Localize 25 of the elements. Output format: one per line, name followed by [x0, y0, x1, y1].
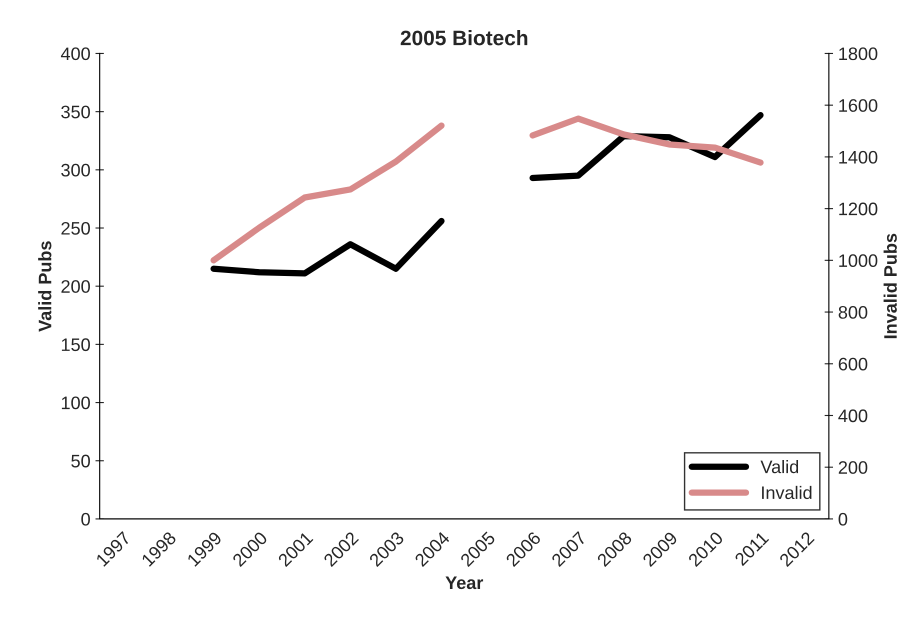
y2-tick-label: 1000	[839, 254, 878, 268]
y2-tick-label: 0	[838, 512, 848, 526]
x-axis-title: Year	[445, 576, 484, 590]
y2-tick-label: 1400	[839, 150, 878, 164]
y-tick-label: 50	[71, 454, 90, 468]
y2-tick-label: 1200	[839, 202, 878, 216]
chart-title: 2005 Biotech	[400, 30, 528, 46]
y-tick-label: 300	[61, 164, 90, 177]
y-tick-label: 250	[61, 222, 90, 235]
y2-tick-label: 1800	[839, 47, 878, 60]
y-tick-label: 100	[62, 396, 90, 410]
y-tick-label: 400	[60, 47, 90, 60]
y2-tick-label: 600	[838, 358, 868, 370]
y2-tick-label: 1600	[839, 99, 878, 112]
y2-tick-label: 200	[838, 461, 868, 474]
y-tick-label: 0	[81, 512, 90, 526]
y-tick-label: 350	[61, 106, 90, 118]
y2-tick-label: 800	[838, 306, 868, 319]
legend-label: Invalid	[762, 486, 812, 500]
y2-tick-label: 400	[838, 409, 868, 422]
y2-axis-title: Invalid Pubs	[884, 234, 897, 338]
y-tick-label: 150	[62, 338, 90, 352]
y-tick-label: 200	[61, 280, 90, 293]
legend-label: Valid	[760, 460, 798, 474]
y-axis-title: Valid Pubs	[38, 241, 52, 332]
